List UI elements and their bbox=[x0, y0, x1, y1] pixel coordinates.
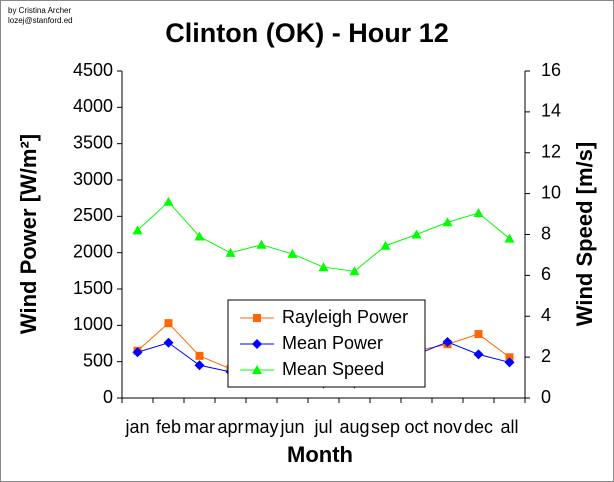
marker bbox=[194, 360, 205, 371]
marker bbox=[504, 233, 515, 243]
x-tick-label: nov bbox=[433, 417, 462, 437]
y2-tick-label: 12 bbox=[541, 142, 561, 162]
x-tick-label: may bbox=[244, 417, 278, 437]
y-axis-label: Wind Power [W/m²] bbox=[16, 134, 41, 334]
y-tick-label: 3000 bbox=[73, 169, 113, 189]
y2-tick-label: 0 bbox=[541, 387, 551, 407]
legend-marker bbox=[253, 314, 261, 322]
y2-tick-label: 10 bbox=[541, 182, 561, 202]
y2-axis-label: Wind Speed [m/s] bbox=[572, 142, 597, 326]
y-tick-label: 3500 bbox=[73, 132, 113, 152]
marker bbox=[473, 208, 484, 218]
x-axis-label: Month bbox=[287, 442, 353, 467]
legend: Rayleigh Power Mean Power Mean Speed bbox=[227, 299, 426, 388]
marker bbox=[256, 239, 267, 249]
marker bbox=[287, 248, 298, 258]
marker bbox=[225, 247, 236, 257]
y2-tick-label: 14 bbox=[541, 101, 561, 121]
x-tick-label: all bbox=[500, 417, 518, 437]
y-tick-label: 1500 bbox=[73, 278, 113, 298]
y-tick-label: 0 bbox=[103, 387, 113, 407]
marker bbox=[411, 229, 422, 239]
marker bbox=[164, 319, 173, 328]
marker bbox=[195, 351, 204, 360]
y-tick-label: 4500 bbox=[73, 60, 113, 80]
y2-tick-label: 6 bbox=[541, 264, 551, 284]
legend-label: Rayleigh Power bbox=[282, 307, 408, 327]
marker bbox=[442, 337, 453, 348]
chart-title: Clinton (OK) - Hour 12 bbox=[165, 18, 448, 48]
marker bbox=[132, 347, 143, 358]
marker bbox=[380, 240, 391, 250]
x-tick-label: mar bbox=[184, 417, 215, 437]
y-tick-label: 500 bbox=[83, 350, 113, 370]
credit: lozej@stanford.ed bbox=[8, 16, 73, 25]
marker bbox=[132, 225, 143, 235]
legend-label: Mean Speed bbox=[282, 359, 384, 379]
marker bbox=[349, 266, 360, 276]
legend-label: Mean Power bbox=[282, 333, 383, 353]
marker bbox=[505, 353, 514, 362]
marker bbox=[474, 330, 483, 339]
y-tick-label: 2500 bbox=[73, 205, 113, 225]
legend-marker bbox=[252, 339, 262, 349]
marker bbox=[442, 217, 453, 227]
marker bbox=[473, 349, 484, 360]
x-tick-label: dec bbox=[464, 417, 493, 437]
x-tick-label: jan bbox=[124, 417, 149, 437]
x-tick-label: sep bbox=[371, 417, 400, 437]
marker bbox=[163, 196, 174, 206]
credit: by Cristina Archer bbox=[8, 6, 71, 15]
y2-tick-label: 4 bbox=[541, 305, 551, 325]
x-tick-label: jul bbox=[313, 417, 332, 437]
x-tick-label: oct bbox=[404, 417, 428, 437]
y-tick-label: 4000 bbox=[73, 96, 113, 116]
x-tick-label: apr bbox=[217, 417, 243, 437]
marker bbox=[318, 262, 329, 272]
y-tick-label: 2000 bbox=[73, 241, 113, 261]
y-tick-label: 1000 bbox=[73, 314, 113, 334]
x-tick-label: jun bbox=[279, 417, 304, 437]
legend-marker bbox=[252, 365, 262, 374]
y2-tick-label: 8 bbox=[541, 223, 551, 243]
x-tick-label: aug bbox=[339, 417, 369, 437]
marker bbox=[163, 337, 174, 348]
x-tick-label: feb bbox=[156, 417, 181, 437]
y2-tick-label: 16 bbox=[541, 60, 561, 80]
marker bbox=[504, 357, 515, 368]
marker bbox=[194, 231, 205, 241]
y2-tick-label: 2 bbox=[541, 346, 551, 366]
